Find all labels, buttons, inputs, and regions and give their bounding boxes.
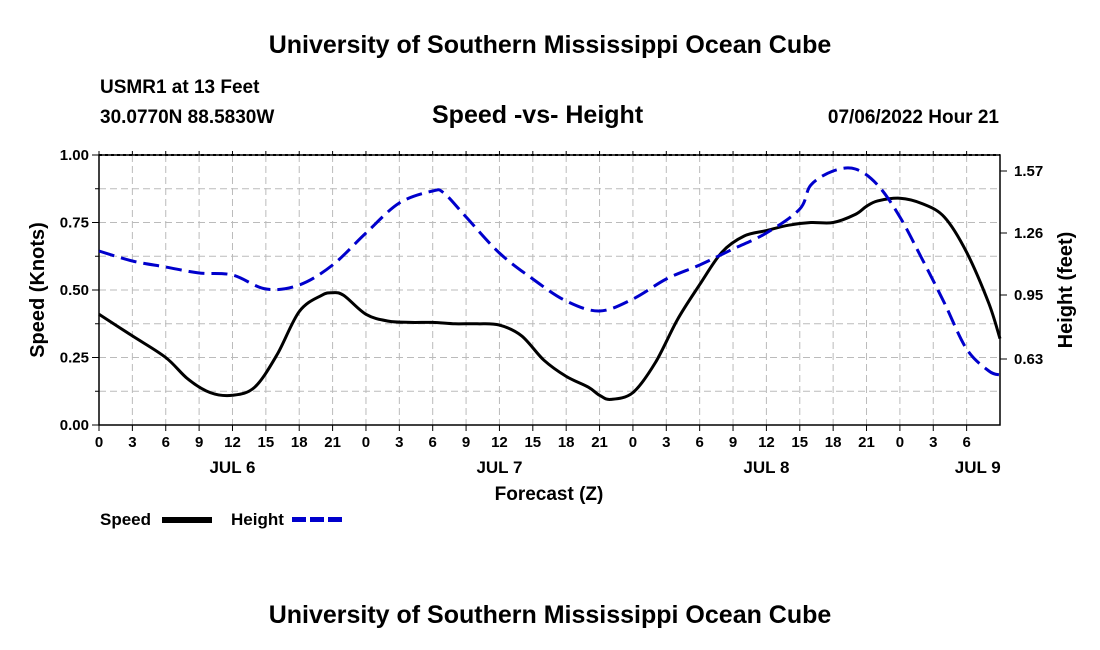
day-label: JUL 8 bbox=[743, 458, 789, 477]
x-tick-label: 12 bbox=[491, 434, 508, 451]
x-tick-label: 6 bbox=[162, 434, 170, 451]
y2-tick-label: 1.26 bbox=[1014, 225, 1043, 242]
y-axis-label: Speed (Knots) bbox=[27, 222, 49, 358]
y-tick-label: 0.75 bbox=[60, 215, 89, 232]
x-tick-label: 15 bbox=[524, 434, 541, 451]
y-tick-label: 0.25 bbox=[60, 350, 89, 367]
x-tick-label: 6 bbox=[695, 434, 703, 451]
legend-height-swatch bbox=[292, 517, 342, 522]
chart-title: Speed -vs- Height bbox=[432, 101, 644, 129]
page-title: University of Southern Mississippi Ocean… bbox=[268, 31, 832, 59]
x-tick-label: 21 bbox=[324, 434, 341, 451]
x-tick-label: 12 bbox=[224, 434, 241, 451]
y-tick-label: 0.00 bbox=[60, 417, 89, 434]
x-tick-label: 6 bbox=[429, 434, 437, 451]
x-tick-label: 3 bbox=[395, 434, 403, 451]
x-tick-label: 15 bbox=[791, 434, 808, 451]
day-label: JUL 9 bbox=[955, 458, 1001, 477]
x-tick-label: 21 bbox=[591, 434, 608, 451]
day-label: JUL 7 bbox=[476, 458, 522, 477]
day-label: JUL 6 bbox=[209, 458, 255, 477]
x-tick-label: 3 bbox=[929, 434, 937, 451]
x-tick-label: 6 bbox=[962, 434, 970, 451]
x-tick-label: 9 bbox=[195, 434, 203, 451]
x-tick-label: 0 bbox=[896, 434, 904, 451]
x-tick-label: 9 bbox=[729, 434, 737, 451]
y2-tick-label: 1.57 bbox=[1014, 163, 1043, 180]
x-tick-label: 18 bbox=[825, 434, 842, 451]
y-tick-label: 1.00 bbox=[60, 147, 89, 164]
chart-grid bbox=[98, 154, 1000, 425]
axis-ticks: 0 3 6 9 12 15 18 21 0 3 6 9 12 15 18 21 0 3 6 9 12 15 18 21 0 3 6 J… bbox=[60, 147, 1043, 477]
x-tick-label: 21 bbox=[858, 434, 875, 451]
x-axis-label: Forecast (Z) bbox=[495, 484, 604, 505]
legend-height-label: Height bbox=[231, 510, 284, 529]
x-tick-label: 3 bbox=[128, 434, 136, 451]
chart-series bbox=[98, 166, 1002, 401]
y2-axis-label: Height (feet) bbox=[1055, 232, 1077, 349]
legend-speed-label: Speed bbox=[100, 510, 152, 529]
y2-tick-label: 0.63 bbox=[1014, 351, 1043, 368]
y2-tick-label: 0.95 bbox=[1014, 287, 1043, 304]
x-tick-label: 18 bbox=[558, 434, 575, 451]
x-tick-label: 0 bbox=[362, 434, 370, 451]
series-speed-line bbox=[98, 196, 1002, 401]
x-tick-label: 0 bbox=[95, 434, 103, 451]
legend-speed-swatch bbox=[162, 517, 212, 523]
x-tick-label: 12 bbox=[758, 434, 775, 451]
forecast-datetime: 07/06/2022 Hour 21 bbox=[827, 107, 999, 128]
series-height-line bbox=[98, 166, 1001, 377]
x-tick-label: 3 bbox=[662, 434, 670, 451]
x-tick-label: 15 bbox=[258, 434, 275, 451]
x-tick-label: 0 bbox=[629, 434, 637, 451]
station-coordinates: 30.0770N 88.5830W bbox=[100, 107, 275, 128]
x-tick-label: 9 bbox=[462, 434, 470, 451]
y-tick-label: 0.50 bbox=[60, 282, 89, 299]
x-tick-label: 18 bbox=[291, 434, 308, 451]
footer-title: University of Southern Mississippi Ocean… bbox=[268, 601, 832, 629]
station-label: USMR1 at 13 Feet bbox=[100, 77, 260, 98]
